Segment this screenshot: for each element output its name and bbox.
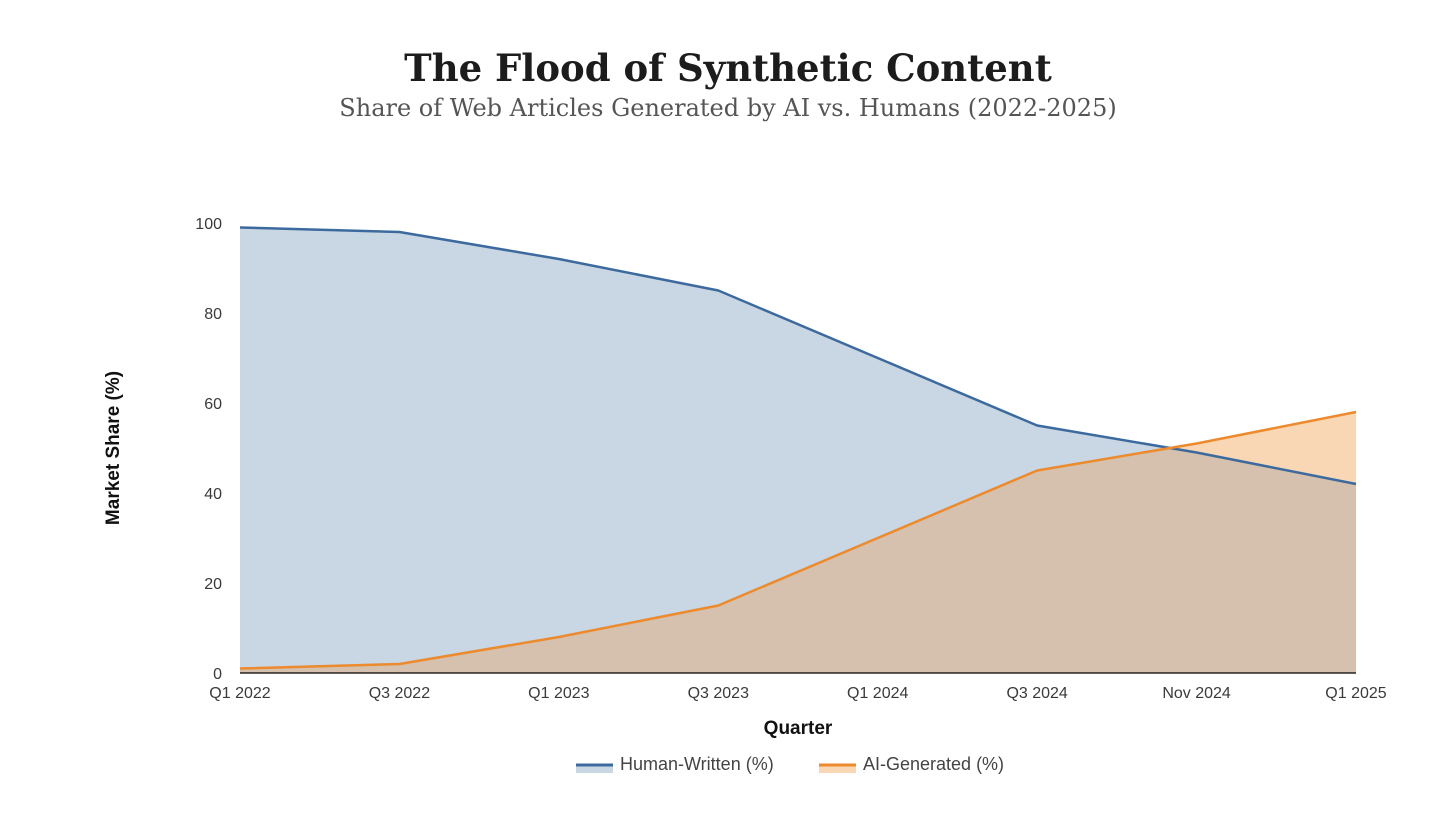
y-axis-title: Market Share (%) — [103, 371, 124, 525]
y-tick-label: 60 — [204, 396, 222, 413]
y-tick-label: 40 — [204, 486, 222, 503]
y-tick-label: 80 — [204, 306, 222, 323]
y-tick-label: 0 — [213, 666, 222, 683]
x-axis-title: Quarter — [764, 718, 833, 739]
x-tick-label: Q1 2022 — [209, 685, 270, 702]
x-axis-ticks: Q1 2022 Q3 2022 Q1 2023 Q3 2023 Q1 2024 Q3 20… — [209, 685, 1386, 702]
legend-label: Human-Written (%) — [620, 754, 774, 774]
x-tick-label: Q3 2024 — [1006, 685, 1067, 702]
chart-title: The Flood of Synthetic Content — [404, 46, 1052, 90]
y-tick-label: 100 — [195, 216, 222, 233]
legend-label: AI-Generated (%) — [863, 754, 1004, 774]
x-tick-label: Q3 2023 — [688, 685, 749, 702]
legend-swatch-fill — [576, 765, 613, 773]
legend-item-human: Human-Written (%) — [576, 754, 774, 774]
chart-areas — [240, 227, 1356, 673]
legend: Human-Written (%) AI-Generated (%) — [576, 754, 1004, 774]
overlap-area — [240, 412, 1356, 673]
x-tick-label: Q1 2023 — [528, 685, 589, 702]
legend-item-ai: AI-Generated (%) — [819, 754, 1004, 774]
y-tick-label: 20 — [204, 576, 222, 593]
ai-series-line — [239, 410, 1357, 670]
x-tick-label: Nov 2024 — [1162, 685, 1231, 702]
y-axis-ticks: 0 20 40 60 80 100 — [195, 216, 222, 683]
x-tick-label: Q3 2022 — [369, 685, 430, 702]
chart-lines — [239, 226, 1357, 670]
legend-swatch-fill — [819, 765, 856, 773]
x-tick-label: Q1 2025 — [1325, 685, 1386, 702]
chart-subtitle: Share of Web Articles Generated by AI vs… — [339, 94, 1117, 122]
x-tick-label: Q1 2024 — [847, 685, 908, 702]
